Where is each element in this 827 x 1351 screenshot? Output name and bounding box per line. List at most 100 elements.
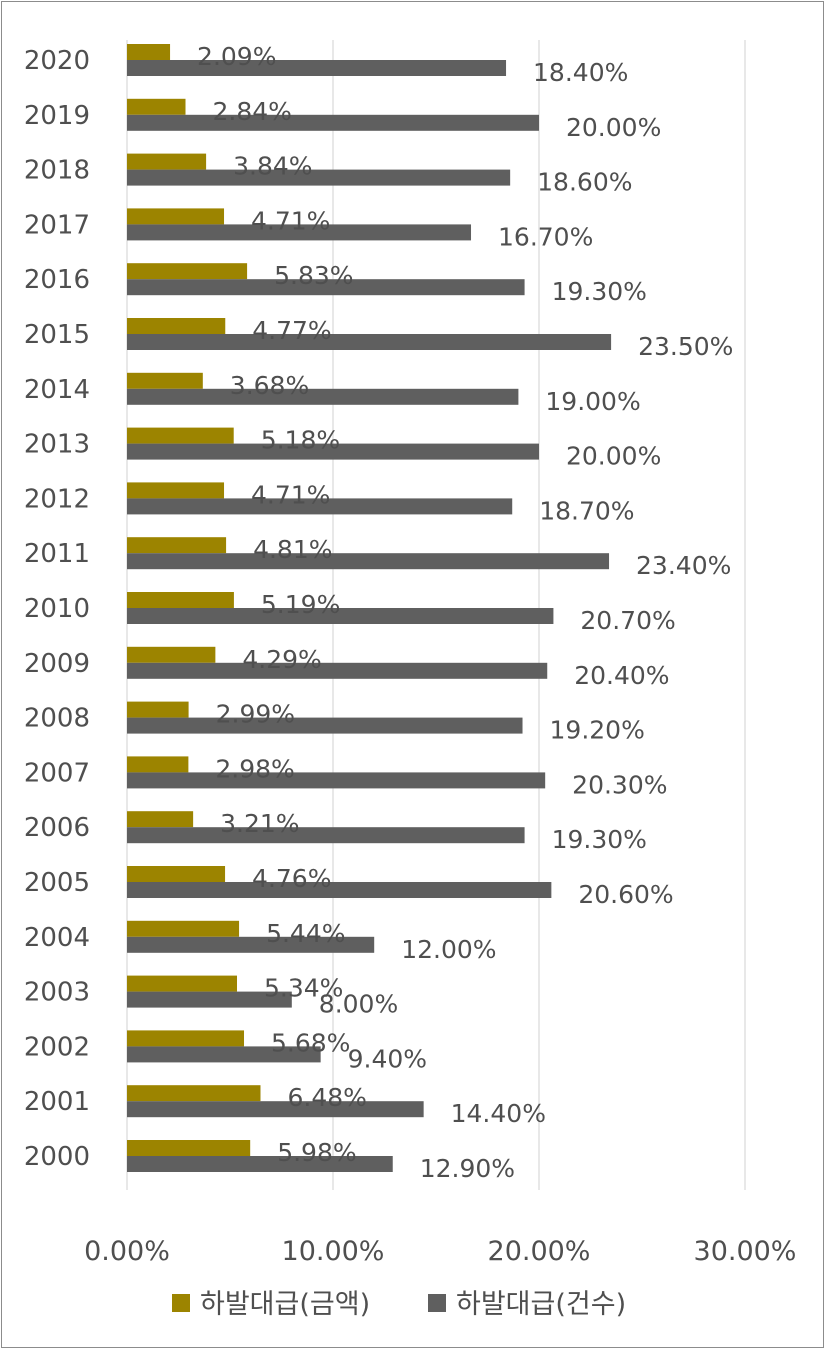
data-label-amount: 4.77%	[252, 316, 331, 345]
data-label-count: 18.40%	[533, 58, 628, 87]
bar-count	[127, 1101, 424, 1118]
bar-amount	[127, 208, 225, 225]
bar-count	[127, 717, 523, 734]
bar-count	[127, 114, 539, 131]
bar-count	[127, 224, 472, 241]
data-label-count: 23.40%	[636, 551, 731, 580]
data-label-count: 12.90%	[420, 1154, 515, 1183]
bar-count	[127, 772, 546, 789]
data-label-amount: 3.21%	[220, 809, 299, 838]
bar-amount	[127, 756, 189, 773]
bar-amount	[127, 975, 238, 992]
category-label: 2018	[24, 156, 90, 186]
bar-count	[127, 279, 525, 296]
data-label-amount: 5.34%	[264, 974, 343, 1003]
data-label-count: 19.00%	[545, 387, 640, 416]
data-label-amount: 2.98%	[215, 754, 294, 783]
legend-swatch	[428, 1294, 446, 1312]
bar-amount	[127, 372, 203, 389]
bar-amount	[127, 318, 226, 334]
bars	[127, 44, 612, 1172]
bar-count	[127, 1046, 321, 1063]
data-label-amount: 5.98%	[277, 1138, 356, 1167]
bar-count	[127, 936, 375, 953]
category-label: 2003	[24, 978, 90, 1008]
category-label: 2008	[24, 704, 90, 734]
bar-amount	[127, 98, 186, 115]
legend-swatch	[172, 1294, 190, 1312]
data-label-count: 20.00%	[566, 113, 661, 142]
category-label: 2011	[24, 539, 90, 569]
data-label-amount: 5.19%	[261, 590, 340, 619]
legend-label: 하발대급(금액)	[200, 1289, 370, 1320]
data-label-count: 23.50%	[638, 332, 733, 361]
bar-count	[127, 827, 525, 844]
data-label-amount: 5.18%	[261, 426, 340, 455]
data-label-amount: 5.83%	[274, 261, 353, 290]
bar-amount	[127, 1085, 261, 1102]
bar-amount	[127, 263, 248, 280]
data-label-amount: 3.68%	[230, 371, 309, 400]
x-tick-label: 20.00%	[488, 1236, 591, 1267]
category-labels: 2020 2019 2018 2017 2016 2015 2014 2013 2012 2011…	[24, 46, 90, 1172]
data-label-count: 18.70%	[539, 496, 634, 525]
bar-count	[127, 60, 507, 76]
bar-amount	[127, 1030, 245, 1047]
category-label: 2014	[24, 375, 90, 405]
category-label: 2012	[24, 484, 90, 514]
data-label-count: 18.60%	[537, 168, 632, 197]
bar-amount	[127, 920, 240, 937]
bar-amount	[127, 701, 189, 718]
data-label-count: 19.20%	[550, 716, 645, 745]
category-label: 2005	[24, 868, 90, 898]
bar-amount	[127, 646, 216, 663]
data-labels: 2.09% 18.40% 2.84% 20.00% 3.84% 18.60% 4.71% 16…	[197, 42, 733, 1183]
bar-amount	[127, 592, 234, 608]
category-label: 2015	[24, 320, 90, 350]
category-label: 2001	[24, 1087, 90, 1117]
category-label: 2013	[24, 430, 90, 460]
data-label-amount: 4.29%	[242, 645, 321, 674]
data-label-amount: 5.44%	[266, 919, 345, 948]
bar-count	[127, 608, 554, 624]
data-label-amount: 5.68%	[271, 1028, 350, 1057]
data-label-count: 20.00%	[566, 442, 661, 471]
bar-count	[127, 553, 610, 570]
category-label: 2000	[24, 1142, 90, 1172]
x-tick-label: 10.00%	[282, 1236, 385, 1267]
category-label: 2006	[24, 813, 90, 843]
bar-amount	[127, 44, 171, 60]
bar-count	[127, 334, 612, 350]
bar-amount	[127, 153, 207, 170]
category-label: 2016	[24, 265, 90, 295]
bar-amount	[127, 482, 225, 499]
data-label-amount: 6.48%	[287, 1083, 366, 1112]
data-label-amount: 4.71%	[251, 206, 330, 235]
category-label: 2009	[24, 649, 90, 679]
bar-amount	[127, 537, 227, 554]
category-label: 2017	[24, 210, 90, 240]
bar-amount	[127, 811, 194, 828]
data-label-amount: 4.81%	[253, 535, 332, 564]
data-label-amount: 4.71%	[251, 480, 330, 509]
x-tick-label: 0.00%	[84, 1236, 170, 1267]
data-label-count: 19.30%	[552, 277, 647, 306]
legend: 하발대급(금액) 하발대급(건수)	[172, 1289, 626, 1320]
data-label-amount: 3.84%	[233, 152, 312, 181]
data-label-count: 20.70%	[580, 606, 675, 635]
category-label: 2010	[24, 594, 90, 624]
data-label-count: 20.60%	[578, 880, 673, 909]
data-label-count: 16.70%	[498, 222, 593, 251]
x-tick-label: 30.00%	[694, 1236, 797, 1267]
bar-amount	[127, 866, 226, 882]
bar-count	[127, 991, 292, 1008]
data-label-count: 19.30%	[552, 825, 647, 854]
bar-count	[127, 388, 519, 405]
data-label-count: 12.00%	[401, 935, 496, 964]
data-label-count: 14.40%	[451, 1099, 546, 1128]
category-label: 2002	[24, 1032, 90, 1062]
bar-count	[127, 498, 513, 515]
bar-count	[127, 443, 539, 460]
bar-amount	[127, 427, 234, 444]
